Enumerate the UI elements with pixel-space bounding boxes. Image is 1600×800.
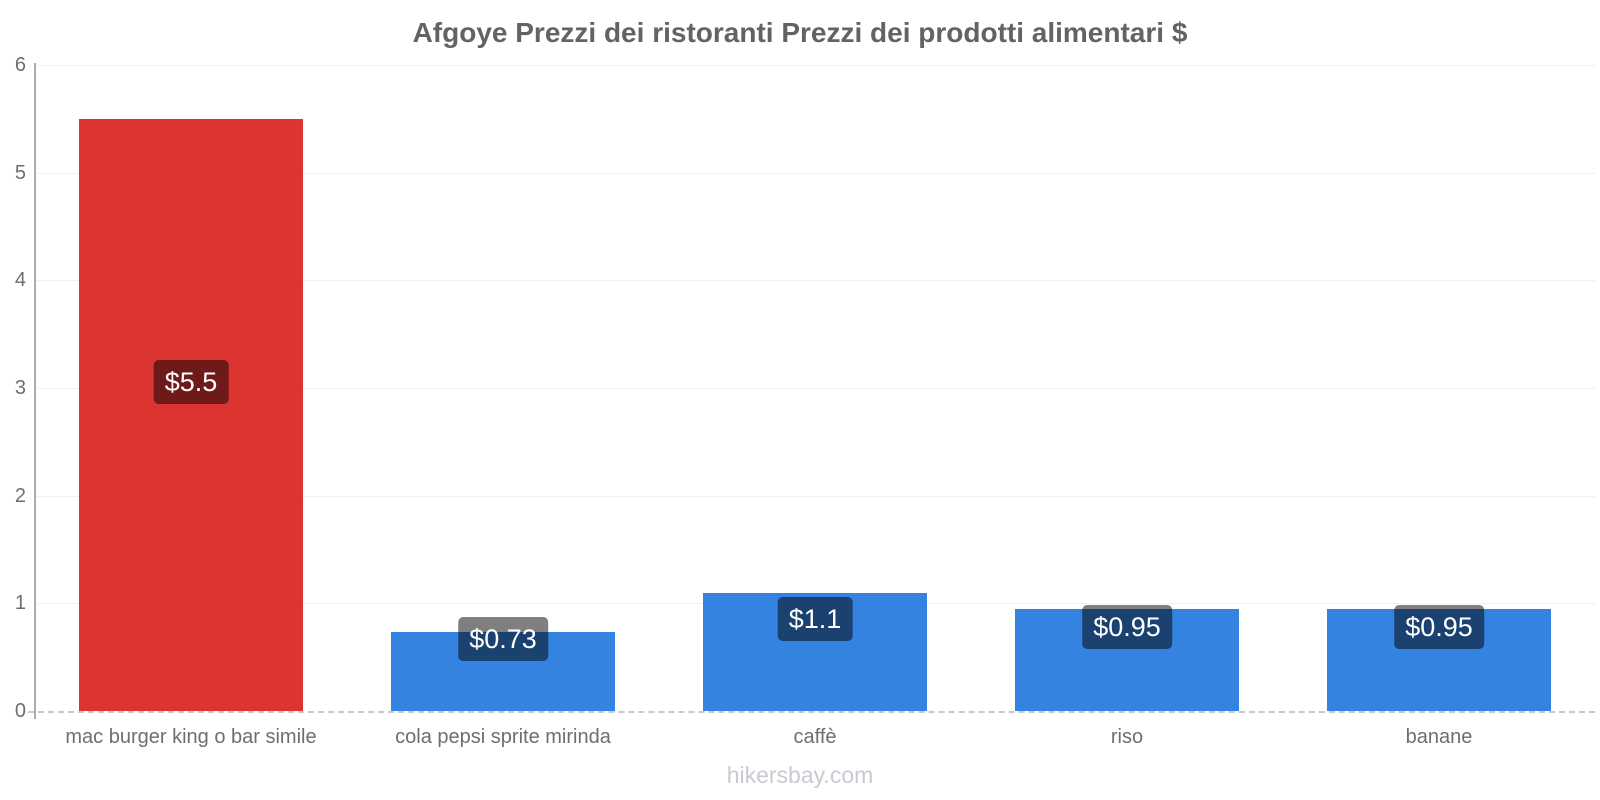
x-axis-label-cola-pepsi-sprite-mirinda: cola pepsi sprite mirinda xyxy=(395,726,611,748)
x-axis-label-riso: riso xyxy=(1110,726,1144,748)
chart-title: Afgoye Prezzi dei ristoranti Prezzi dei … xyxy=(412,17,1188,48)
gridline-y-5 xyxy=(35,172,1595,174)
y-axis-tick-label: 0 xyxy=(14,700,26,722)
gridline-y-6 xyxy=(35,65,1595,66)
x-axis-line xyxy=(28,711,1595,713)
gridline-y-4 xyxy=(35,280,1595,282)
bar-value-label: $0.95 xyxy=(1082,604,1172,649)
bar-value-label: $0.73 xyxy=(458,616,548,661)
bar-value-label: $1.1 xyxy=(777,596,853,641)
x-axis-label-banane: banane xyxy=(1405,726,1473,748)
gridline-y-3 xyxy=(35,388,1595,389)
y-axis-tick-label: 2 xyxy=(14,484,26,507)
bar-value-label: $5.5 xyxy=(153,359,229,404)
y-axis-tick-label: 5 xyxy=(14,161,26,184)
x-axis-label-caffè: caffè xyxy=(793,726,837,748)
y-axis-tick-label: 4 xyxy=(14,269,26,292)
y-axis-tick-label: 6 xyxy=(14,54,26,76)
x-axis-label-mac-burger-king-o-bar-simile: mac burger king o bar simile xyxy=(65,726,317,748)
gridline-y-2 xyxy=(35,495,1595,497)
y-axis-tick-label: 3 xyxy=(14,377,26,399)
bar-value-label: $0.95 xyxy=(1394,604,1484,649)
bar-mac-burger-king-o-bar-simile[interactable] xyxy=(79,118,303,711)
y-axis-line xyxy=(34,63,36,719)
watermark: hikersbay.com xyxy=(726,762,874,788)
y-axis-tick-label: 1 xyxy=(14,592,26,615)
